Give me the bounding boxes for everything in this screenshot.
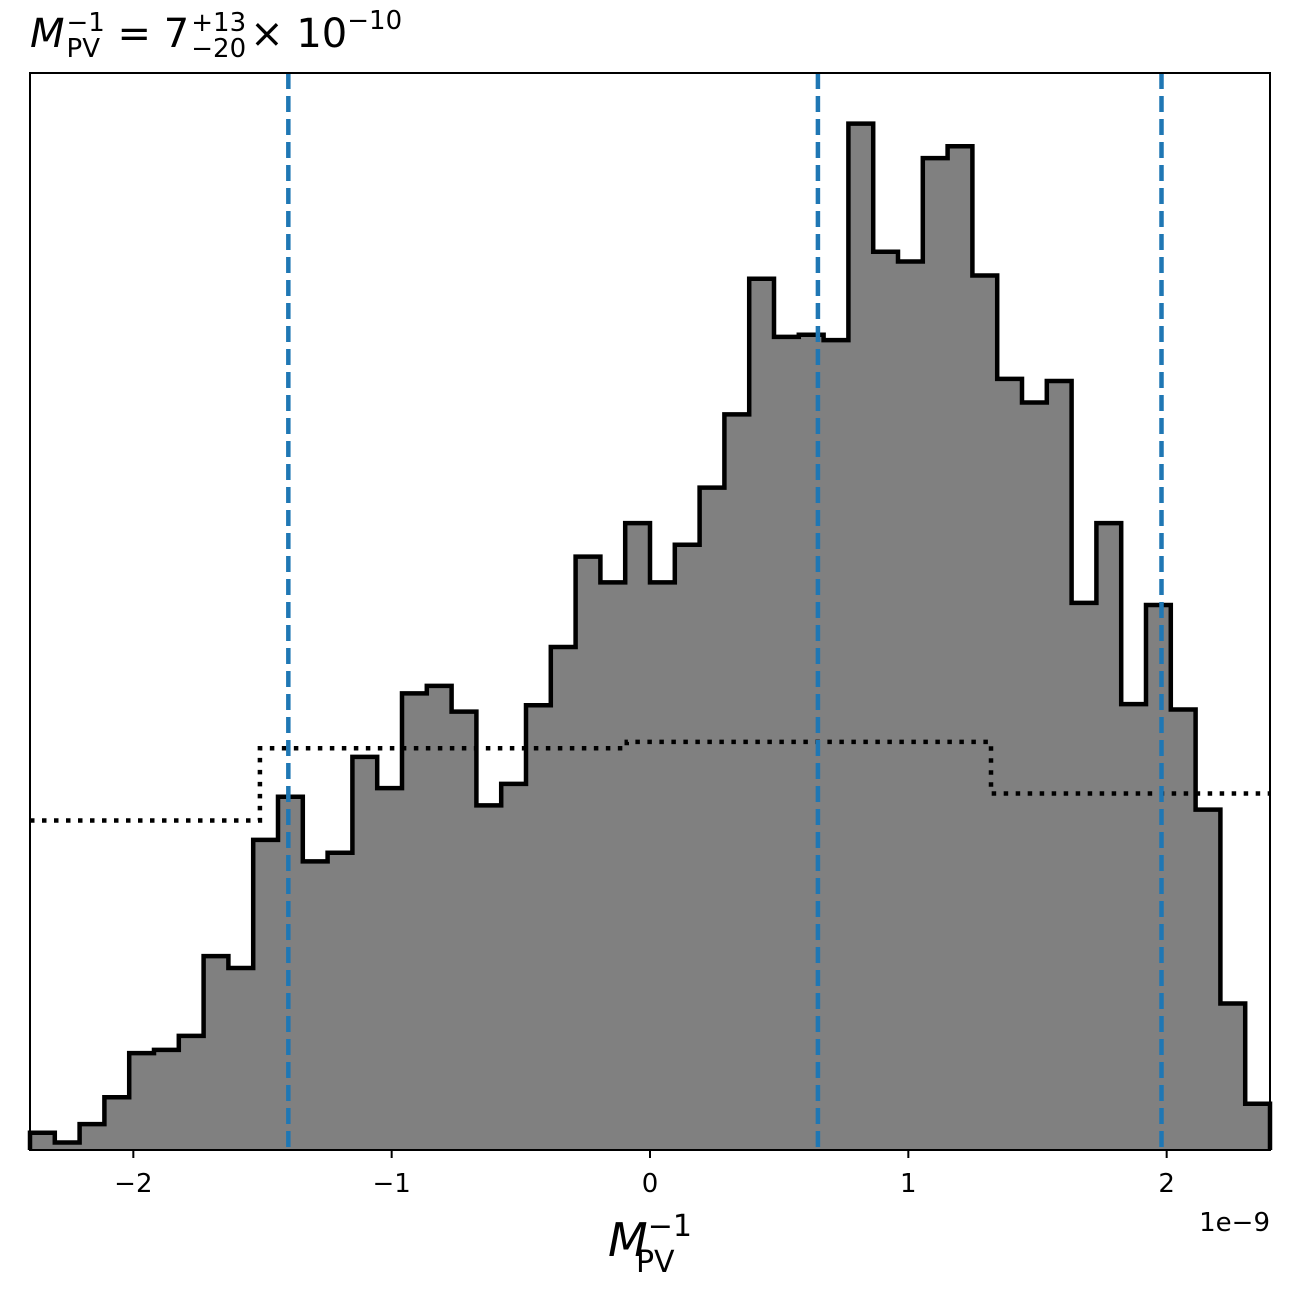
- histogram-bar: [1071, 602, 1097, 1150]
- histogram-bar: [526, 705, 552, 1150]
- histogram-bar: [625, 523, 651, 1150]
- x-tick-label: 2: [1158, 1169, 1175, 1199]
- axis-offset-label: 1e−9: [1199, 1208, 1270, 1238]
- title-symbol-sup: −1: [66, 8, 105, 38]
- plot-frame: [29, 72, 1271, 1151]
- x-tick-label: 0: [642, 1169, 659, 1199]
- histogram-bar: [278, 796, 304, 1150]
- histogram-bar: [352, 756, 378, 1150]
- histogram-bar: [873, 251, 899, 1151]
- title-exponent: −10: [347, 6, 403, 36]
- histogram-bar: [1146, 605, 1172, 1150]
- histogram-bar: [674, 544, 701, 1150]
- histogram-outline: [27, 121, 1273, 1150]
- histogram-bar: [129, 1053, 155, 1150]
- histogram-bar: [1022, 402, 1048, 1150]
- title-symbol-scripts: −1 PV: [67, 10, 105, 62]
- histogram-bar: [947, 146, 973, 1151]
- histogram-bar: [253, 839, 279, 1150]
- x-tick-label: −1: [373, 1169, 411, 1199]
- histogram-bar: [1195, 809, 1221, 1150]
- histogram-bar: [79, 1124, 105, 1150]
- x-tick-label: −2: [114, 1169, 152, 1199]
- histogram-bar: [402, 693, 428, 1150]
- x-axis-label: M−1 PV: [608, 1209, 692, 1280]
- histogram-bar: [203, 956, 229, 1150]
- histogram-bar: [154, 1049, 180, 1150]
- plot-area: [27, 73, 1273, 1151]
- histogram-bar: [699, 487, 725, 1150]
- title-symbol: M: [30, 11, 65, 57]
- histogram-bar: [104, 1097, 130, 1150]
- histogram-bar: [302, 861, 329, 1150]
- histogram-bar: [898, 261, 924, 1151]
- histogram-bar: [1170, 709, 1197, 1150]
- histogram-bar: [451, 711, 477, 1150]
- histogram-bar: [178, 1035, 205, 1150]
- histogram-bar: [228, 967, 254, 1150]
- x-tick-label: 1: [900, 1169, 917, 1199]
- histogram-bar: [476, 805, 502, 1150]
- title-err-plus: +13: [191, 8, 247, 38]
- x-axis-sub: PV: [636, 1245, 675, 1280]
- histogram-bar: [1245, 1103, 1271, 1150]
- histogram-bar: [54, 1142, 81, 1150]
- title-equals: =: [104, 11, 164, 57]
- histogram-bar: [1046, 381, 1073, 1151]
- title-median: 7: [163, 11, 190, 57]
- title-error-scripts: +13 −20: [191, 10, 246, 62]
- histogram-bar: [600, 582, 626, 1150]
- histogram-bar: [30, 1132, 56, 1150]
- title-err-minus: −20: [191, 34, 247, 64]
- chart-title: M −1 PV = 7 +13 −20 × 10−10: [30, 6, 402, 62]
- histogram-bar: [997, 378, 1023, 1150]
- histogram-bar: [327, 852, 353, 1150]
- prior-line: [30, 739, 1270, 823]
- title-symbol-sub: PV: [66, 34, 100, 64]
- histogram-bar: [848, 123, 874, 1150]
- x-axis-sup: −1: [648, 1209, 692, 1244]
- histogram-bar: [501, 783, 527, 1150]
- histogram-bar: [972, 275, 998, 1150]
- histogram-bar: [749, 278, 775, 1150]
- histogram-bar: [798, 334, 825, 1150]
- histogram-bar: [1121, 704, 1147, 1150]
- histogram-bar: [650, 582, 676, 1150]
- histogram-bar: [1220, 1003, 1246, 1150]
- x-axis: −2 −1 0 1 2: [114, 1150, 1175, 1199]
- histogram-bar: [922, 158, 949, 1150]
- histogram-bar: [823, 340, 849, 1150]
- title-multiplier: × 10: [250, 11, 348, 57]
- histogram-bar: [724, 414, 750, 1150]
- histogram-bar: [575, 556, 601, 1150]
- histogram-bar: [1096, 523, 1122, 1150]
- histogram-bar: [426, 685, 453, 1150]
- histogram-bar: [550, 647, 577, 1150]
- histogram-bar: [377, 788, 403, 1150]
- x-axis-symbol: M: [608, 1213, 648, 1267]
